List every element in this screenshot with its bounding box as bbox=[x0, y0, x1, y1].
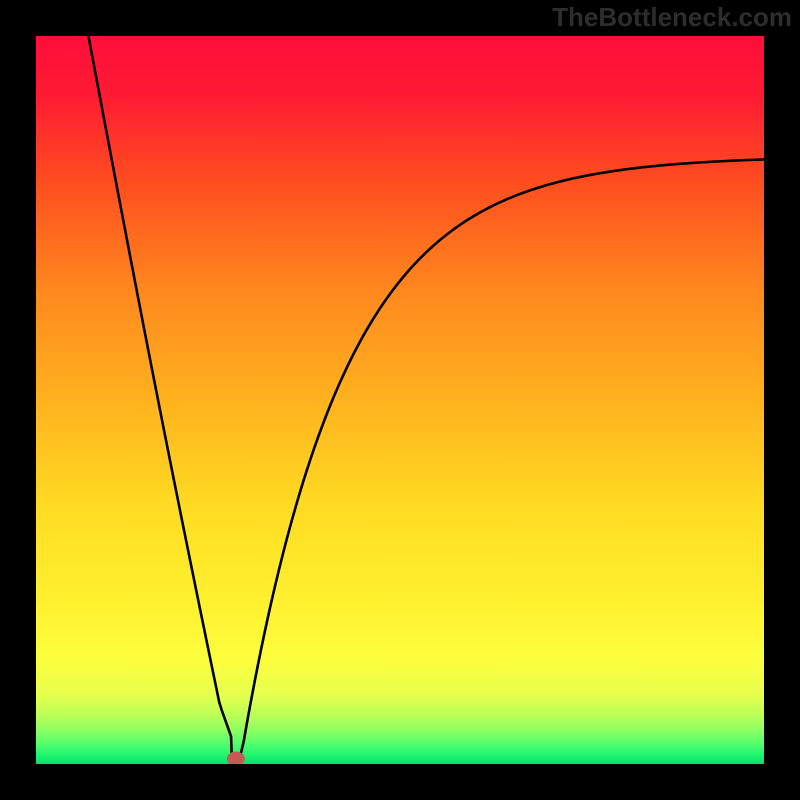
gradient-background bbox=[36, 36, 764, 764]
watermark-text: TheBottleneck.com bbox=[552, 2, 792, 33]
